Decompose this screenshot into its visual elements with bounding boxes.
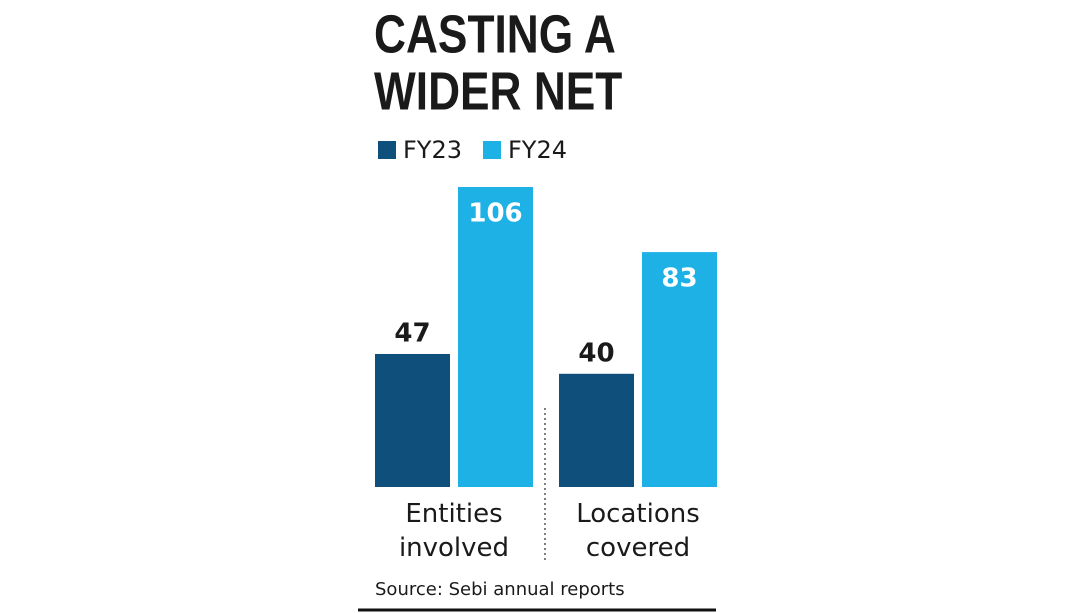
bar [375,353,450,487]
x-tick-label: Entities involved [399,499,509,563]
legend-label: FY24 [508,136,567,164]
legend-swatch [483,141,501,159]
legend-label: FY23 [403,136,462,164]
chart-title: CASTING A [374,4,616,64]
bar [642,252,717,487]
value-label: 40 [578,338,614,368]
source: Source: Sebi annual reports [375,579,625,600]
value-label: 47 [394,318,430,348]
value-label: 106 [468,199,522,229]
bar [458,187,533,487]
bar [559,373,634,487]
legend-swatch [378,141,396,159]
value-label: 83 [661,264,697,294]
chart-title: WIDER NET [374,61,622,121]
x-tick-label: Locations covered [576,499,700,563]
